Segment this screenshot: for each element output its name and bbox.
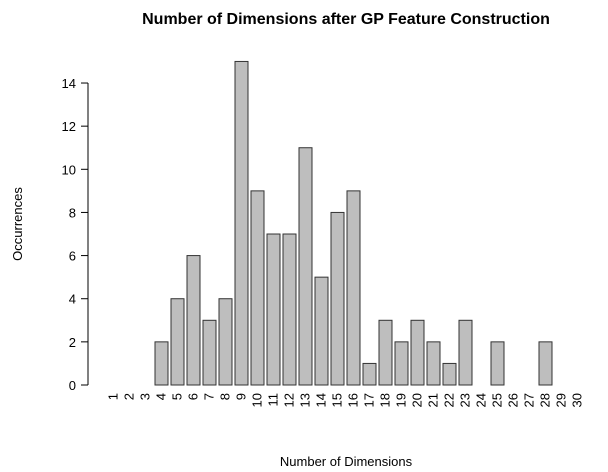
y-tick-label: 12 — [62, 119, 76, 134]
bar — [330, 211, 345, 386]
x-tick-label: 14 — [314, 393, 329, 407]
x-tick-label: 18 — [378, 393, 393, 407]
x-tick-label: 7 — [202, 393, 217, 400]
x-tick-label: 16 — [346, 393, 361, 407]
y-tick-label: 4 — [69, 292, 76, 307]
y-tick-label: 10 — [62, 162, 76, 177]
y-tick-label: 6 — [69, 249, 76, 264]
bar — [234, 60, 249, 386]
x-tick-label: 3 — [138, 393, 153, 400]
bar — [378, 319, 393, 386]
x-tick-label: 23 — [458, 393, 473, 407]
bar — [218, 298, 233, 386]
x-tick-label: 2 — [122, 393, 137, 400]
bar — [154, 341, 169, 386]
bar — [458, 319, 473, 386]
bar — [202, 319, 217, 386]
x-tick-label: 10 — [250, 393, 265, 407]
bar — [314, 276, 329, 386]
y-tick-label: 0 — [69, 378, 76, 393]
x-tick-label: 25 — [490, 393, 505, 407]
bar — [282, 233, 297, 386]
x-tick-label: 28 — [538, 393, 553, 407]
x-tick-label: 8 — [218, 393, 233, 400]
x-tick-label: 19 — [394, 393, 409, 407]
chart-title: Number of Dimensions after GP Feature Co… — [142, 11, 550, 28]
bar — [186, 255, 201, 386]
x-tick-label: 30 — [570, 393, 585, 407]
bar — [362, 362, 377, 386]
x-tick-label: 24 — [474, 393, 489, 407]
x-tick-label: 4 — [154, 393, 169, 400]
y-tick-label: 2 — [69, 335, 76, 350]
x-tick-label: 15 — [330, 393, 345, 407]
x-tick-label: 17 — [362, 393, 377, 407]
bar — [538, 341, 553, 386]
bar — [346, 190, 361, 386]
x-tick-label: 26 — [506, 393, 521, 407]
bar — [266, 233, 281, 386]
y-axis-title: Occurrences — [10, 187, 25, 261]
bar — [410, 319, 425, 386]
x-tick-label: 29 — [554, 393, 569, 407]
x-tick-label: 12 — [282, 393, 297, 407]
x-tick-label: 1 — [106, 393, 121, 400]
bar — [250, 190, 265, 386]
x-tick-label: 13 — [298, 393, 313, 407]
x-tick-label: 5 — [170, 393, 185, 400]
x-tick-label: 9 — [234, 393, 249, 400]
bar — [394, 341, 409, 386]
x-tick-label: 6 — [186, 393, 201, 400]
y-tick-label: 14 — [62, 76, 76, 91]
bar — [426, 341, 441, 386]
y-tick-label: 8 — [69, 205, 76, 220]
x-tick-label: 11 — [266, 393, 281, 407]
x-axis-title: Number of Dimensions — [280, 454, 413, 469]
bar — [298, 147, 313, 386]
x-tick-label: 22 — [442, 393, 457, 407]
x-tick-label: 27 — [522, 393, 537, 407]
bar — [442, 362, 457, 386]
x-tick-label: 21 — [426, 393, 441, 407]
bar — [490, 341, 505, 386]
x-tick-label: 20 — [410, 393, 425, 407]
bar — [170, 298, 185, 386]
